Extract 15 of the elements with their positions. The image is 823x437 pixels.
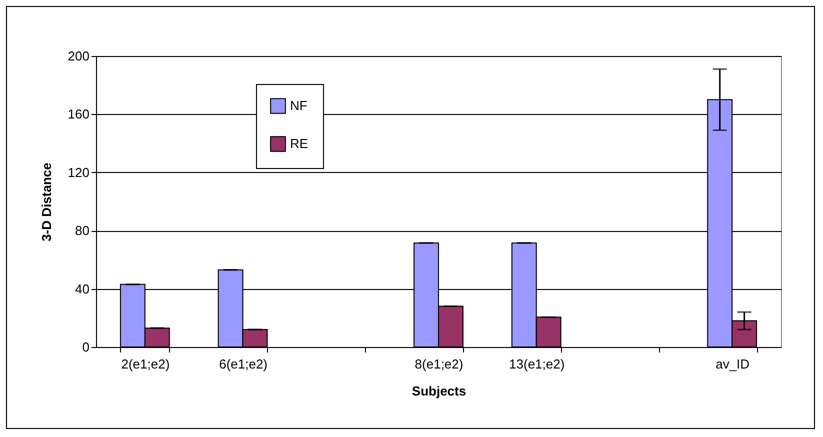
y-tick-label: 160 (68, 106, 90, 122)
y-tick-label: 0 (82, 340, 90, 354)
x-tick-label: 2(e1;e2) (121, 356, 170, 372)
y-tick-label: 40 (75, 281, 90, 296)
x-tick-label: 13(e1;e2) (509, 356, 565, 372)
y-tick-label: 120 (68, 164, 90, 180)
x-axis-title: Subjects (412, 384, 466, 398)
x-tick-label: av_ID (716, 356, 750, 372)
legend-label: RE (290, 136, 308, 151)
y-tick-label: 80 (75, 223, 90, 238)
legend-label: NF (290, 98, 308, 113)
x-tick-label: 8(e1;e2) (414, 356, 464, 372)
y-axis-title: 3-D Distance (38, 162, 54, 242)
x-tick-label: 6(e1;e2) (219, 356, 268, 372)
y-tick-label: 200 (68, 48, 90, 64)
